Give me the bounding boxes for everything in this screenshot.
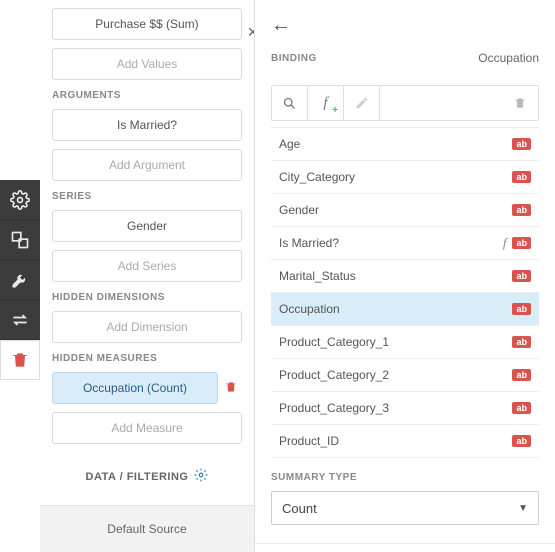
data-filtering-link[interactable]: DATA / FILTERING — [52, 452, 242, 497]
close-icon[interactable]: × — [247, 22, 255, 43]
rail-layout[interactable] — [0, 220, 40, 260]
type-badge: ab — [512, 435, 531, 447]
field-name: City_Category — [279, 170, 355, 184]
series-pill[interactable]: Gender — [52, 210, 242, 242]
type-badge: ab — [512, 270, 531, 282]
type-badge: ab — [512, 402, 531, 414]
add-calculated-field-button[interactable]: f+ — [308, 86, 344, 120]
field-row[interactable]: Occupation ab — [271, 293, 539, 326]
app-frame: × Purchase $$ (Sum) Add Values ARGUMENTS… — [0, 0, 555, 552]
trash-icon — [10, 350, 30, 370]
fx-icon: f — [323, 95, 327, 112]
add-dimension-button[interactable]: Add Dimension — [52, 311, 242, 343]
values-pill[interactable]: Purchase $$ (Sum) — [52, 8, 242, 40]
layout-icon — [10, 230, 30, 250]
hidden-dimensions-label: HIDDEN DIMENSIONS — [52, 292, 242, 303]
field-name: Marital_Status — [279, 269, 356, 283]
delete-field-button[interactable] — [502, 86, 538, 120]
swap-icon — [10, 310, 30, 330]
argument-pill[interactable]: Is Married? — [52, 109, 242, 141]
summary-type-dropdown[interactable]: Count ▼ — [271, 491, 539, 525]
field-list: AgeabCity_CategoryabGenderabIs Married?f… — [271, 127, 539, 458]
field-row[interactable]: Product_Category_1 ab — [271, 326, 539, 359]
config-panel: × Purchase $$ (Sum) Add Values ARGUMENTS… — [40, 0, 255, 552]
wrench-icon — [10, 270, 30, 290]
fx-icon: f — [503, 235, 507, 251]
field-name: Product_Category_1 — [279, 335, 389, 349]
field-row[interactable]: Age ab — [271, 128, 539, 161]
default-source-button[interactable]: Default Source — [40, 505, 254, 552]
pencil-icon — [355, 96, 369, 110]
icon-rail — [0, 180, 40, 380]
gear-icon — [194, 468, 208, 485]
field-row[interactable]: Gender ab — [271, 194, 539, 227]
type-badge: ab — [512, 171, 531, 183]
field-row[interactable]: Product_Category_3 ab — [271, 392, 539, 425]
trash-icon — [513, 96, 527, 110]
binding-label: BINDING — [271, 53, 317, 64]
measure-pill[interactable]: Occupation (Count) — [52, 372, 218, 404]
arguments-label: ARGUMENTS — [52, 90, 242, 101]
chevron-down-icon: ▼ — [518, 503, 528, 514]
add-measure-button[interactable]: Add Measure — [52, 412, 242, 444]
rail-delete[interactable] — [0, 340, 40, 380]
data-filtering-label: DATA / FILTERING — [86, 471, 189, 483]
trash-icon — [224, 380, 238, 394]
field-row[interactable]: City_Category ab — [271, 161, 539, 194]
field-row[interactable]: Is Married? fab — [271, 227, 539, 260]
series-label: SERIES — [52, 191, 242, 202]
remove-measure-icon[interactable] — [224, 380, 238, 397]
field-name: Product_Category_3 — [279, 401, 389, 415]
field-name: Gender — [279, 203, 319, 217]
gear-icon — [10, 190, 30, 210]
field-name: Is Married? — [279, 236, 339, 250]
field-name: Product_Category_2 — [279, 368, 389, 382]
type-badge: ab — [512, 237, 531, 249]
type-badge: ab — [512, 303, 531, 315]
hidden-measures-label: HIDDEN MEASURES — [52, 353, 242, 364]
summary-type-label: SUMMARY TYPE — [271, 472, 539, 483]
search-button[interactable] — [272, 86, 308, 120]
field-name: Occupation — [279, 302, 340, 316]
back-button[interactable]: ← — [271, 14, 291, 37]
type-badge: ab — [512, 138, 531, 150]
rail-tools[interactable] — [0, 260, 40, 300]
binding-toolbar: f+ — [271, 85, 539, 121]
binding-value: Occupation — [478, 51, 539, 65]
add-series-button[interactable]: Add Series — [52, 250, 242, 282]
field-row[interactable]: Product_Category_2 ab — [271, 359, 539, 392]
summary-type-value: Count — [282, 501, 317, 516]
search-icon — [282, 96, 297, 111]
rail-settings[interactable] — [0, 180, 40, 220]
type-badge: ab — [512, 336, 531, 348]
type-badge: ab — [512, 369, 531, 381]
type-badge: ab — [512, 204, 531, 216]
add-argument-button[interactable]: Add Argument — [52, 149, 242, 181]
field-row[interactable]: Product_ID ab — [271, 425, 539, 458]
field-name: Product_ID — [279, 434, 339, 448]
rail-convert[interactable] — [0, 300, 40, 340]
add-values-button[interactable]: Add Values — [52, 48, 242, 80]
edit-button[interactable] — [344, 86, 380, 120]
field-name: Age — [279, 137, 300, 151]
field-row[interactable]: Marital_Status ab — [271, 260, 539, 293]
binding-panel: ← BINDING Occupation f+ AgeabCity_Catego… — [255, 0, 555, 552]
